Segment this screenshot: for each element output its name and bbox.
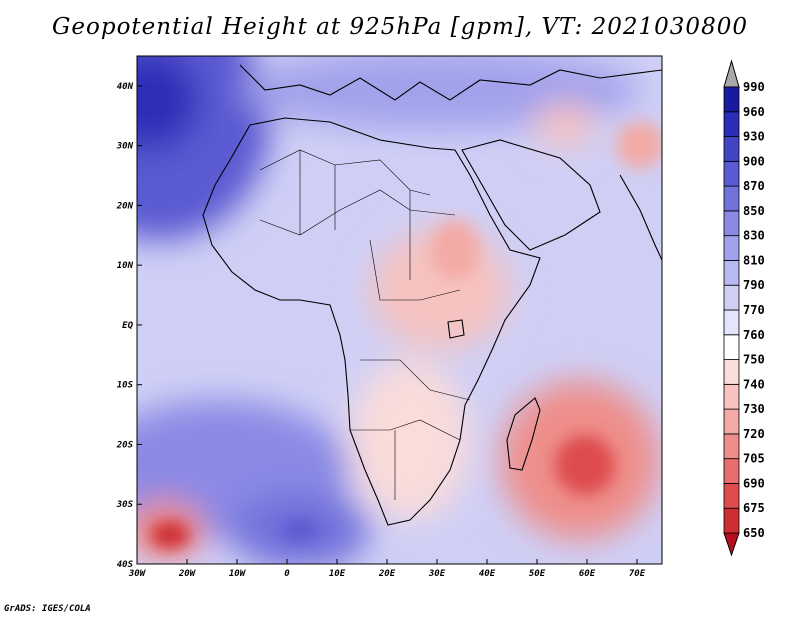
colorbar-level-label: 760	[743, 328, 765, 342]
lon-tick-label: 60E	[579, 569, 596, 579]
colorbar-level-label: 990	[743, 80, 765, 94]
colorbar-level-label: 850	[743, 204, 765, 218]
colorbar-band	[723, 185, 740, 212]
colorbar-band	[723, 458, 740, 484]
colorbar-level-label: 810	[743, 253, 765, 267]
lat-tick-label: 30N	[116, 142, 134, 152]
lon-tick-label: 30W	[128, 569, 147, 579]
latitude-axis: 40N 30N 20N 10N EQ 10S 20S 30S 40S	[116, 82, 142, 570]
colorbar-level-label: 740	[743, 377, 765, 391]
lat-tick-label: 40N	[117, 82, 134, 92]
colorbar-band	[723, 111, 740, 137]
colorbar-level-label: 770	[743, 303, 765, 317]
colorbar-level-label: 675	[743, 501, 765, 515]
lon-tick-label: 20W	[178, 569, 197, 579]
map-frame	[136, 55, 663, 565]
colorbar-band	[723, 284, 740, 311]
colorbar-under-triangle	[723, 532, 740, 557]
lat-tick-label: 10N	[117, 261, 134, 271]
colorbar-band	[723, 260, 740, 286]
colorbar-band	[723, 507, 740, 534]
madagascar-coastline	[506, 397, 541, 471]
lon-tick-label: 30E	[428, 569, 446, 579]
colorbar-level-label: 960	[743, 105, 765, 119]
colorbar-band	[723, 309, 740, 336]
colorbar-band	[723, 383, 740, 410]
colorbar-level-label: 750	[743, 353, 765, 367]
colorbar-level-label: 720	[743, 427, 765, 441]
lon-tick-label: 70E	[629, 569, 646, 579]
lat-tick-label: 20S	[116, 440, 134, 450]
colorbar-band	[723, 210, 740, 237]
colorbar-level-label: 690	[743, 476, 765, 490]
india-coastline	[619, 174, 662, 261]
lon-tick-label: 40E	[479, 569, 496, 579]
lon-tick-label: 0	[284, 569, 290, 579]
africa-coastline	[202, 117, 541, 526]
colorbar-level-label: 650	[743, 526, 765, 540]
lon-tick-label: 10E	[329, 569, 346, 579]
arabia-coastline	[461, 139, 601, 251]
lat-tick-label: 20N	[116, 201, 134, 211]
colorbar-band	[723, 433, 740, 460]
lat-tick-label: 30S	[116, 500, 134, 510]
colorbar-level-label: 705	[743, 452, 765, 466]
longitude-axis: 30W 20W 10W 0 10E 20E 30E 40E 50E 60E 70E	[128, 559, 646, 579]
colorbar-band	[723, 136, 740, 162]
colorbar-band	[723, 160, 740, 187]
colorbar-band	[723, 235, 740, 261]
lon-tick-label: 10W	[229, 569, 247, 579]
europe-coastline	[239, 64, 662, 101]
lat-tick-label: EQ	[122, 321, 133, 331]
lon-tick-label: 50E	[529, 569, 546, 579]
colorbar-band	[723, 86, 740, 113]
colorbar-band	[723, 359, 740, 385]
height-field	[137, 56, 662, 564]
colorbar-level-label: 900	[743, 154, 765, 168]
chart-title: Geopotential Height at 925hPa [gpm], VT:…	[52, 14, 748, 40]
colorbar-band	[723, 408, 740, 435]
lat-tick-label: 40S	[117, 560, 134, 570]
colorbar-band	[723, 334, 740, 360]
lake-victoria	[447, 319, 465, 339]
colorbar-band	[723, 483, 740, 509]
coastlines	[202, 64, 662, 526]
credit-label: GrADS: IGES/COLA	[4, 604, 91, 614]
colorbar-level-label: 870	[743, 179, 765, 193]
colorbar-level-label: 730	[743, 402, 765, 416]
colorbar-level-label: 930	[743, 130, 765, 144]
lat-tick-label: 10S	[117, 381, 134, 391]
lon-tick-label: 20E	[378, 569, 396, 579]
colorbar-over-triangle	[723, 59, 740, 88]
colorbar-level-label: 790	[743, 278, 765, 292]
country-borders	[259, 149, 471, 500]
colorbar-level-label: 830	[743, 229, 765, 243]
